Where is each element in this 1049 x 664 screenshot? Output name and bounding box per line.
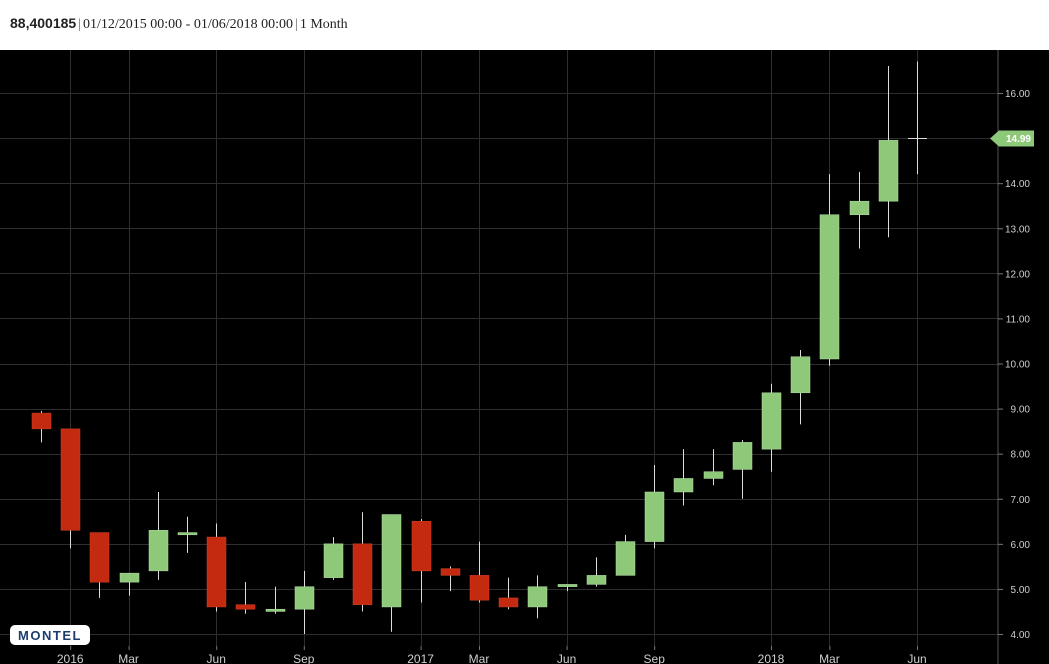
y-tick-label: 5.00 (1011, 585, 1031, 596)
candle (586, 557, 607, 587)
x-tick-label: 2018 (758, 652, 785, 664)
candle (323, 537, 344, 580)
candle (381, 514, 402, 632)
header-text: 88,400185 | 01/12/2015 00:00 - 01/06/2018 … (10, 15, 348, 32)
last-price-badge (990, 130, 1034, 147)
x-tick-label: Mar (819, 652, 840, 664)
candle (819, 174, 840, 366)
y-tick-label: 12.00 (1005, 269, 1030, 280)
candle-body (177, 532, 198, 536)
candle-body (294, 586, 315, 610)
candle (31, 410, 52, 443)
interval-label: 1 Month (299, 17, 348, 32)
candle (761, 383, 782, 472)
candle (411, 519, 432, 603)
candle-body (644, 491, 665, 542)
candle (732, 440, 753, 499)
candle (89, 532, 110, 598)
candle-body (119, 572, 140, 583)
candle (294, 570, 315, 634)
candle-body (440, 568, 461, 576)
candle (908, 61, 927, 175)
candle-body (732, 442, 753, 470)
candle (206, 523, 227, 612)
logo-background (10, 625, 90, 645)
candle-body (235, 604, 256, 610)
candle-body (557, 584, 578, 587)
candle-body (527, 586, 548, 608)
candle (703, 449, 724, 486)
y-tick-label: 14.00 (1005, 179, 1030, 190)
y-tick-label: 16.00 (1005, 89, 1030, 100)
logo-text: MONTEL (18, 628, 82, 643)
y-tick-label: 8.00 (1011, 450, 1031, 461)
candle (235, 582, 256, 614)
x-tick-label: Mar (118, 652, 139, 664)
x-tick-label: Jun (557, 652, 576, 664)
plot-background (0, 50, 1049, 664)
candle (790, 349, 811, 425)
candle (878, 65, 899, 238)
candle (644, 464, 665, 549)
candle (440, 566, 461, 592)
candle (469, 541, 490, 603)
chart-header: 88,400185 | 01/12/2015 00:00 - 01/06/2018 … (0, 0, 1049, 50)
candle-body (615, 541, 636, 576)
candle (527, 575, 548, 619)
candle (352, 512, 373, 612)
x-tick-label: Jun (907, 652, 926, 664)
candle-body (703, 471, 724, 479)
candle-body (31, 412, 52, 430)
candle-body (148, 530, 169, 572)
candle (673, 449, 694, 506)
candle (265, 586, 286, 614)
candle-body (352, 543, 373, 605)
y-tick-label: 4.00 (1011, 630, 1031, 641)
x-tick-label: 2016 (57, 652, 84, 664)
candle-body (819, 214, 840, 360)
candle (60, 428, 81, 549)
candle (119, 572, 140, 596)
y-tick-label: 13.00 (1005, 224, 1030, 235)
date-range: 01/12/2015 00:00 - 01/06/2018 00:00 (83, 17, 293, 32)
x-tick-label: Sep (644, 652, 666, 664)
y-tick-label: 11.00 (1006, 314, 1031, 325)
x-tick-label: Mar (469, 652, 490, 664)
candle-body (60, 428, 81, 531)
candle-body (761, 392, 782, 450)
candle (177, 516, 198, 553)
candle-body (206, 536, 227, 608)
candle-body (878, 140, 899, 202)
candle-body (411, 521, 432, 572)
x-tick-label: 2017 (407, 652, 434, 664)
candle-body (673, 478, 694, 493)
candle (498, 577, 519, 610)
x-tick-label: Jun (207, 652, 226, 664)
x-tick-label: Sep (293, 652, 315, 664)
candles (31, 61, 927, 634)
last-price-marker: 14.99 (990, 130, 1034, 147)
y-tick-label: 6.00 (1011, 540, 1031, 551)
y-tick-label: 9.00 (1011, 405, 1031, 416)
candle (148, 491, 169, 580)
candle-body (586, 575, 607, 585)
candle-body (498, 597, 519, 608)
candle-body (265, 608, 286, 612)
candle (615, 534, 636, 576)
y-tick-label: 10.00 (1005, 360, 1030, 371)
candle-body (381, 514, 402, 608)
instrument-id: 88,400185 (10, 15, 77, 31)
candle-body (790, 356, 811, 394)
candle-body (849, 200, 870, 215)
last-price-label: 14.99 (1006, 134, 1031, 145)
candlestick-chart[interactable]: 4.00 5.00 6.00 7.00 8.00 9.00 10.00 11.00 12.00 1… (0, 50, 1049, 664)
montel-logo: MONTEL (10, 625, 90, 645)
candle-body (323, 543, 344, 578)
candle (557, 584, 578, 592)
candle (849, 171, 870, 249)
candle-body (89, 532, 110, 583)
x-axis-ticks: 2016 Mar Jun Sep 2017 Mar Jun Sep 2018 Mar Jun (57, 646, 927, 664)
candle-body (469, 575, 490, 601)
y-tick-label: 7.00 (1011, 495, 1031, 506)
